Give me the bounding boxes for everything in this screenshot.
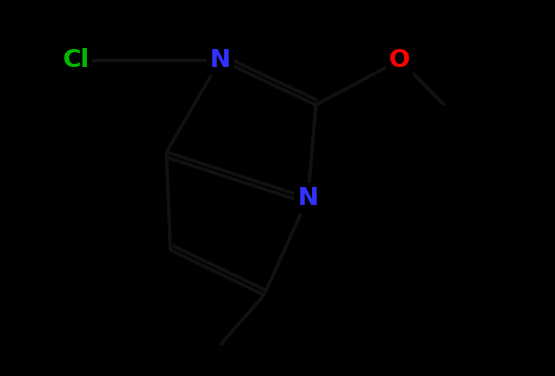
Text: N: N — [297, 186, 319, 210]
Text: N: N — [210, 48, 231, 72]
Text: Cl: Cl — [62, 48, 89, 72]
Text: O: O — [389, 48, 410, 72]
